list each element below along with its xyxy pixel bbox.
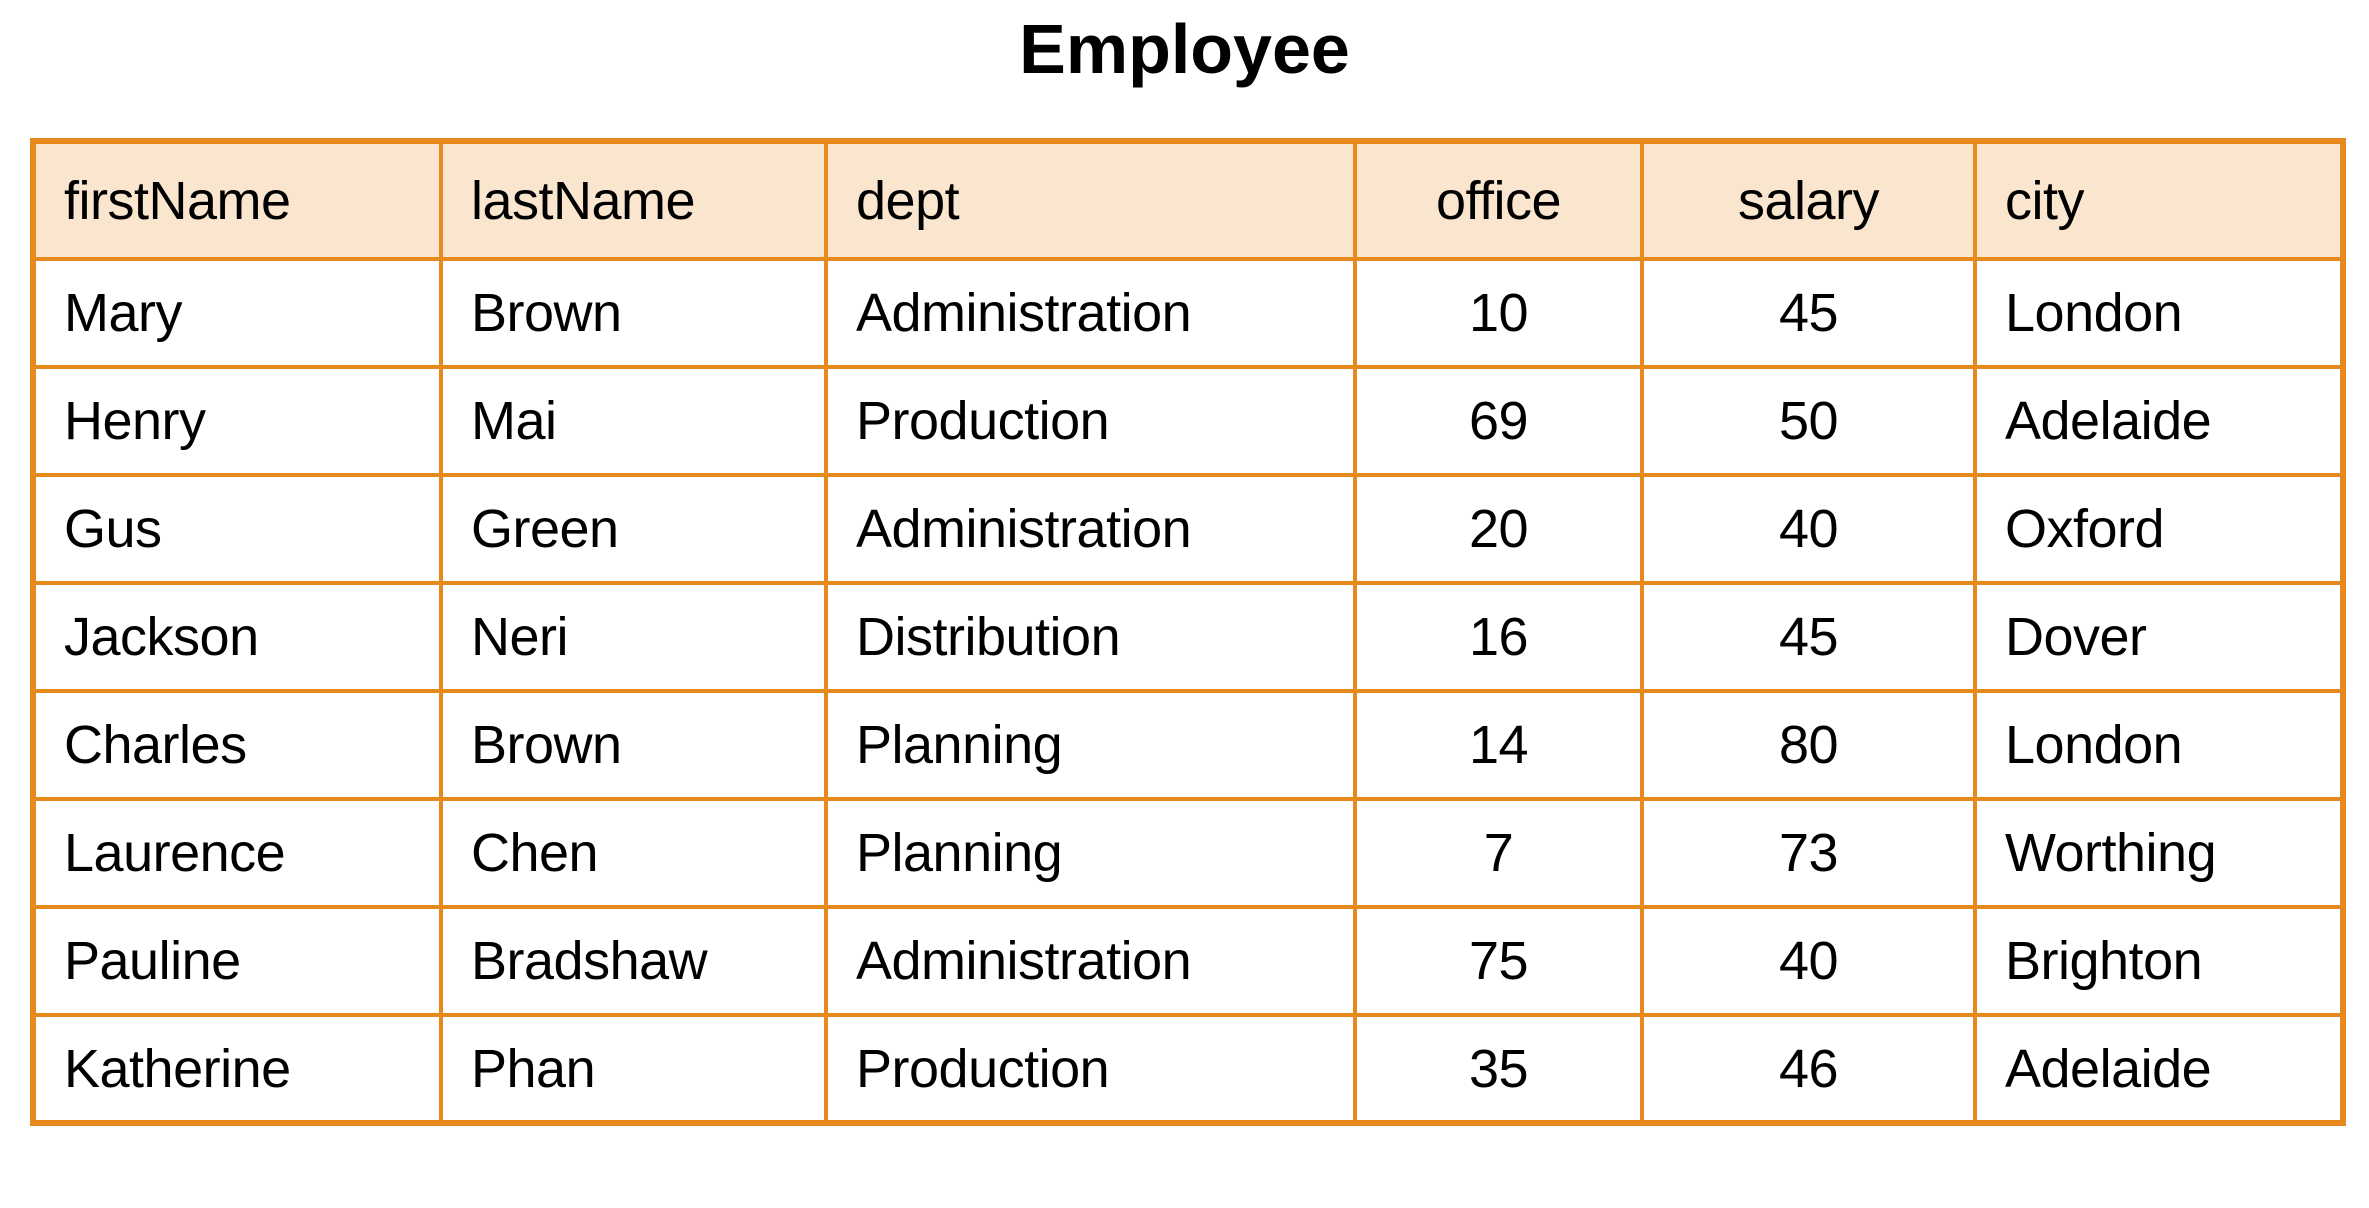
cell-city: Brighton	[1973, 905, 2345, 1017]
cell-firstname: Laurence	[31, 797, 443, 909]
cell-office: 35	[1353, 1013, 1644, 1125]
cell-lastname: Mai	[439, 365, 828, 477]
column-header-dept: dept	[824, 139, 1357, 261]
cell-dept: Distribution	[824, 581, 1357, 693]
cell-city: London	[1973, 689, 2345, 801]
cell-lastname: Chen	[439, 797, 828, 909]
table-row: Charles Brown Planning 14 80 London	[31, 689, 2345, 801]
cell-firstname: Katherine	[31, 1013, 443, 1125]
cell-office: 14	[1353, 689, 1644, 801]
cell-firstname: Gus	[31, 473, 443, 585]
cell-city: Adelaide	[1973, 365, 2345, 477]
column-header-salary: salary	[1640, 139, 1977, 261]
column-header-lastname: lastName	[439, 139, 828, 261]
cell-dept: Planning	[824, 797, 1357, 909]
cell-firstname: Mary	[31, 257, 443, 369]
cell-office: 16	[1353, 581, 1644, 693]
cell-dept: Administration	[824, 473, 1357, 585]
table-row: Jackson Neri Distribution 16 45 Dover	[31, 581, 2345, 693]
cell-firstname: Jackson	[31, 581, 443, 693]
cell-dept: Production	[824, 365, 1357, 477]
cell-lastname: Green	[439, 473, 828, 585]
cell-office: 7	[1353, 797, 1644, 909]
cell-dept: Administration	[824, 257, 1357, 369]
cell-firstname: Henry	[31, 365, 443, 477]
cell-office: 10	[1353, 257, 1644, 369]
cell-firstname: Charles	[31, 689, 443, 801]
cell-office: 69	[1353, 365, 1644, 477]
cell-salary: 80	[1640, 689, 1977, 801]
cell-dept: Planning	[824, 689, 1357, 801]
cell-lastname: Bradshaw	[439, 905, 828, 1017]
cell-lastname: Brown	[439, 689, 828, 801]
table-row: Mary Brown Administration 10 45 London	[31, 257, 2345, 369]
column-header-office: office	[1353, 139, 1644, 261]
table-header-row: firstName lastName dept office salary ci…	[31, 139, 2345, 261]
table-row: Katherine Phan Production 35 46 Adelaide	[31, 1013, 2345, 1125]
column-header-firstname: firstName	[31, 139, 443, 261]
cell-city: Worthing	[1973, 797, 2345, 909]
cell-lastname: Brown	[439, 257, 828, 369]
cell-firstname: Pauline	[31, 905, 443, 1017]
table-row: Gus Green Administration 20 40 Oxford	[31, 473, 2345, 585]
cell-city: Oxford	[1973, 473, 2345, 585]
cell-dept: Production	[824, 1013, 1357, 1125]
cell-salary: 45	[1640, 581, 1977, 693]
cell-city: Adelaide	[1973, 1013, 2345, 1125]
table-row: Henry Mai Production 69 50 Adelaide	[31, 365, 2345, 477]
cell-lastname: Phan	[439, 1013, 828, 1125]
employee-table: firstName lastName dept office salary ci…	[30, 138, 2346, 1126]
cell-lastname: Neri	[439, 581, 828, 693]
table-row: Pauline Bradshaw Administration 75 40 Br…	[31, 905, 2345, 1017]
page-title: Employee	[1019, 10, 1350, 88]
cell-office: 75	[1353, 905, 1644, 1017]
column-header-city: city	[1973, 139, 2345, 261]
cell-salary: 73	[1640, 797, 1977, 909]
cell-salary: 40	[1640, 905, 1977, 1017]
cell-dept: Administration	[824, 905, 1357, 1017]
table-row: Laurence Chen Planning 7 73 Worthing	[31, 797, 2345, 909]
cell-office: 20	[1353, 473, 1644, 585]
cell-salary: 46	[1640, 1013, 1977, 1125]
cell-salary: 40	[1640, 473, 1977, 585]
cell-salary: 45	[1640, 257, 1977, 369]
cell-city: London	[1973, 257, 2345, 369]
cell-salary: 50	[1640, 365, 1977, 477]
cell-city: Dover	[1973, 581, 2345, 693]
